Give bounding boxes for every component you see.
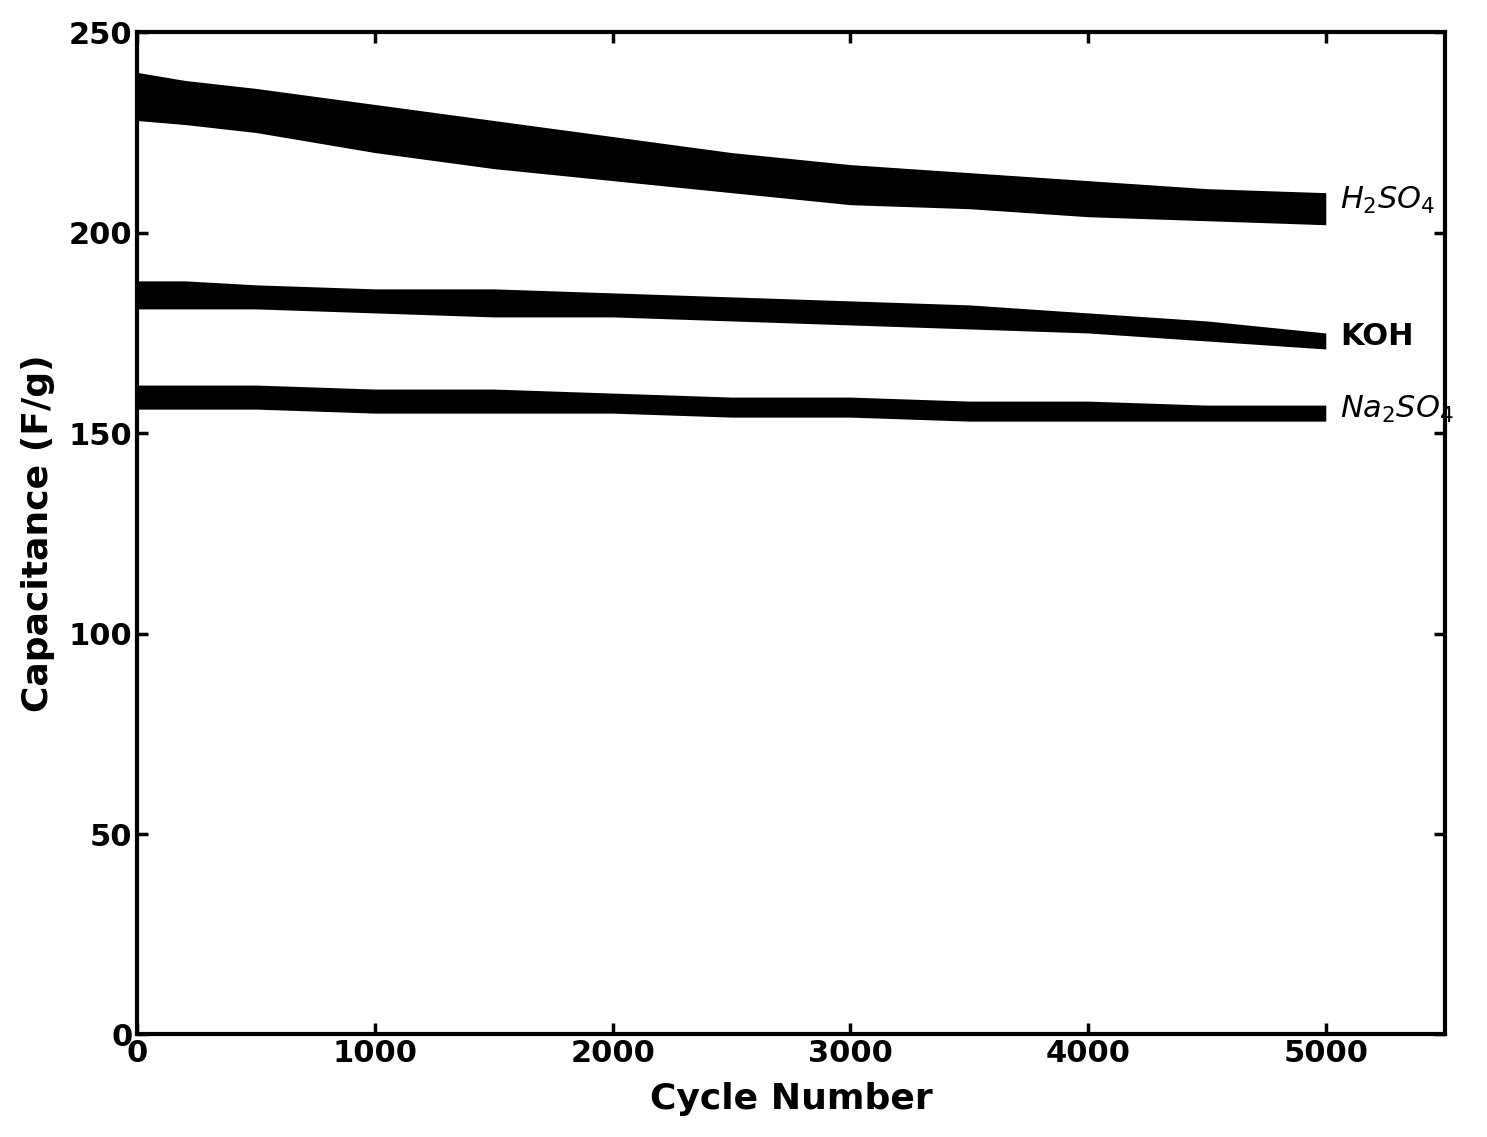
Text: $Na_2SO_4$: $Na_2SO_4$ bbox=[1340, 393, 1454, 424]
Text: KOH: KOH bbox=[1340, 323, 1414, 351]
Text: $H_2SO_4$: $H_2SO_4$ bbox=[1340, 185, 1435, 216]
Y-axis label: Capacitance (F/g): Capacitance (F/g) bbox=[21, 355, 55, 712]
X-axis label: Cycle Number: Cycle Number bbox=[650, 1082, 932, 1117]
